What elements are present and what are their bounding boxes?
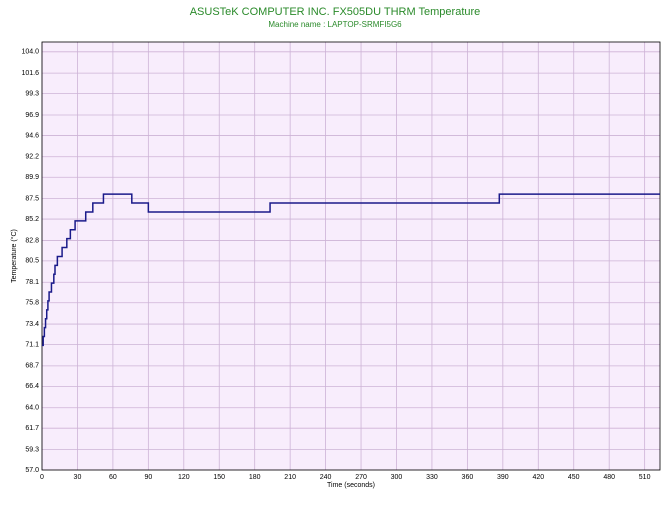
x-tick-label: 330	[426, 474, 438, 481]
y-tick-label: 104.0	[21, 49, 39, 56]
y-tick-label: 78.1	[25, 279, 39, 286]
y-tick-label: 57.0	[25, 467, 39, 474]
y-tick-label: 80.5	[25, 258, 39, 265]
y-tick-label: 94.6	[25, 132, 39, 139]
y-tick-label: 71.1	[25, 341, 39, 348]
x-tick-label: 30	[74, 474, 82, 481]
x-tick-label: 510	[639, 474, 651, 481]
chart-subtitle: Machine name : LAPTOP-SRMFI5G6	[268, 20, 402, 29]
y-tick-label: 92.2	[25, 154, 39, 161]
y-tick-label: 73.4	[25, 321, 39, 328]
x-tick-label: 90	[144, 474, 152, 481]
x-tick-label: 300	[391, 474, 403, 481]
chart-title: ASUSTeK COMPUTER INC. FX505DU THRM Tempe…	[190, 6, 481, 18]
y-tick-label: 99.3	[25, 90, 39, 97]
x-tick-label: 60	[109, 474, 117, 481]
y-tick-label: 101.6	[21, 70, 39, 77]
y-tick-label: 64.0	[25, 405, 39, 412]
y-tick-label: 75.8	[25, 300, 39, 307]
y-tick-label: 85.2	[25, 216, 39, 223]
x-tick-label: 360	[462, 474, 474, 481]
x-tick-label: 150	[213, 474, 225, 481]
y-tick-label: 82.8	[25, 237, 39, 244]
x-tick-label: 480	[603, 474, 615, 481]
x-tick-label: 450	[568, 474, 580, 481]
x-tick-label: 120	[178, 474, 190, 481]
plot-border	[41, 41, 661, 471]
x-axis-label: Time (seconds)	[327, 482, 375, 489]
y-tick-label: 87.5	[25, 195, 39, 202]
x-tick-label: 390	[497, 474, 509, 481]
x-tick-label: 180	[249, 474, 261, 481]
y-tick-label: 59.3	[25, 446, 39, 453]
temperature-line	[42, 193, 660, 347]
y-tick-label: 61.7	[25, 425, 39, 432]
plot-area	[42, 42, 660, 470]
y-tick-label: 68.7	[25, 363, 39, 370]
x-tick-label: 420	[532, 474, 544, 481]
y-tick-label: 66.4	[25, 383, 39, 390]
x-tick-label: 210	[284, 474, 296, 481]
y-tick-label: 89.9	[25, 174, 39, 181]
x-tick-label: 270	[355, 474, 367, 481]
y-tick-label: 96.9	[25, 112, 39, 119]
x-tick-label: 240	[320, 474, 332, 481]
x-tick-label: 0	[40, 474, 44, 481]
y-axis-label: Temperature (°C)	[10, 229, 18, 283]
